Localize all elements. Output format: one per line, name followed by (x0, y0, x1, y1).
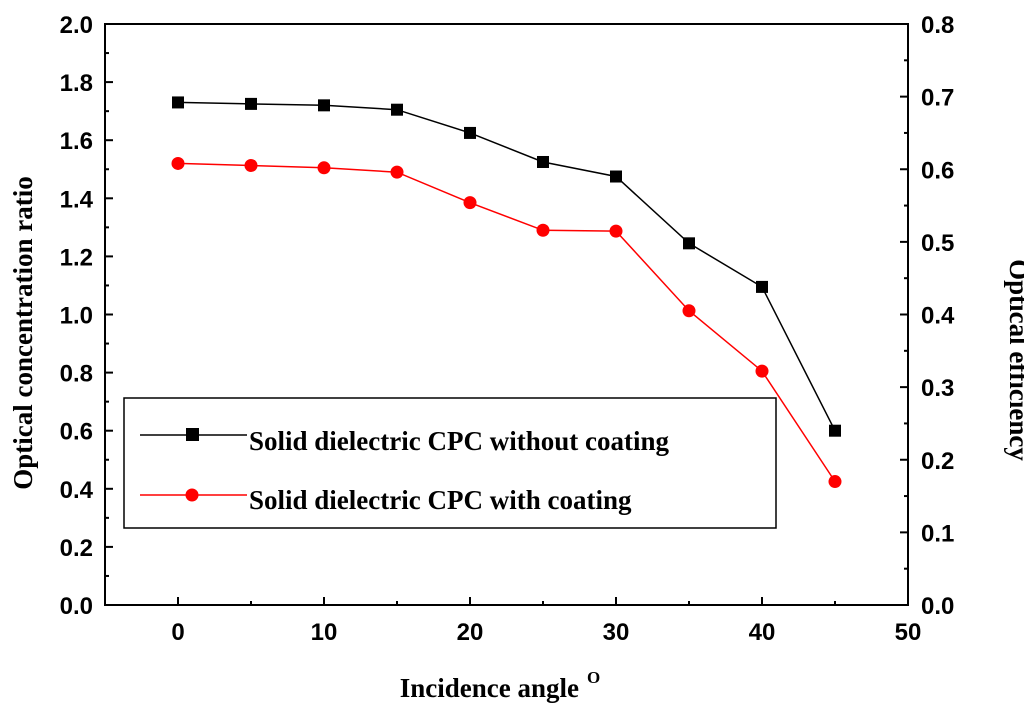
legend-marker-with-coating (185, 488, 199, 502)
x-axis-title: Incidence angle O (400, 668, 600, 703)
x-tick-label: 0 (171, 619, 184, 646)
y2-tick-label: 0.2 (921, 448, 954, 475)
y-tick-label: 1.4 (60, 186, 94, 213)
data-point (683, 237, 695, 250)
data-point (829, 424, 841, 437)
data-point (390, 165, 404, 179)
data-point (536, 223, 550, 237)
y2-tick-label: 0.5 (921, 230, 954, 257)
data-point (172, 96, 184, 109)
series-layer (171, 96, 842, 489)
data-point (609, 224, 623, 238)
data-point (317, 161, 331, 175)
data-point (828, 475, 842, 489)
x-axis-title-text: Incidence angle (400, 673, 579, 703)
data-point (537, 155, 549, 168)
legend-label-without-coating: Solid dielectric CPC without coating (249, 426, 669, 456)
legend-frame (123, 397, 777, 529)
legend-label-with-coating: Solid dielectric CPC with coating (249, 485, 632, 515)
data-point (463, 196, 477, 210)
data-point (610, 170, 622, 183)
y2-tick-label: 0.1 (921, 520, 954, 547)
axis-ticks: 0 10 20 30 40 500.00.20.40.60.81.01.21.41.61.… (60, 12, 955, 646)
degree-superscript: O (587, 668, 600, 687)
y-tick-label: 1.8 (60, 70, 93, 97)
y-tick-label: 1.2 (60, 244, 93, 271)
y-tick-label: 0.0 (60, 593, 93, 620)
data-point (318, 99, 330, 112)
data-point (464, 126, 476, 139)
y-tick-label: 2.0 (60, 12, 93, 39)
y-tick-label: 0.4 (60, 477, 94, 504)
data-point (682, 304, 696, 318)
data-point (755, 364, 769, 378)
y2-tick-label: 0.0 (921, 593, 954, 620)
x-tick-label: 20 (457, 619, 484, 646)
y-tick-label: 1.0 (60, 303, 93, 330)
y2-tick-label: 0.7 (921, 85, 954, 112)
y-tick-label: 0.2 (60, 535, 93, 562)
data-point (171, 156, 185, 170)
x-tick-label: 30 (603, 619, 630, 646)
data-point (245, 97, 257, 110)
y-tick-label: 1.6 (60, 128, 93, 155)
y2-tick-label: 0.3 (921, 375, 954, 402)
y2-tick-label: 0.4 (921, 303, 955, 330)
y2-axis-title: Optical efficiency (1004, 259, 1024, 461)
legend: Solid dielectric CPC without coating Sol… (123, 397, 777, 529)
legend-marker-without-coating (186, 428, 199, 441)
data-point (244, 158, 258, 172)
series-line-1 (177, 162, 836, 482)
x-tick-label: 40 (749, 619, 776, 646)
y-axis-title: Optical concentration ratio (8, 176, 38, 489)
x-tick-label: 50 (895, 619, 922, 646)
y2-tick-label: 0.6 (921, 157, 954, 184)
data-point (391, 103, 403, 116)
x-tick-label: 10 (311, 619, 338, 646)
series-line-0 (177, 101, 836, 432)
y2-tick-label: 0.8 (921, 12, 954, 39)
y-tick-label: 0.8 (60, 361, 93, 388)
data-point (756, 280, 768, 293)
y-tick-label: 0.6 (60, 419, 93, 446)
